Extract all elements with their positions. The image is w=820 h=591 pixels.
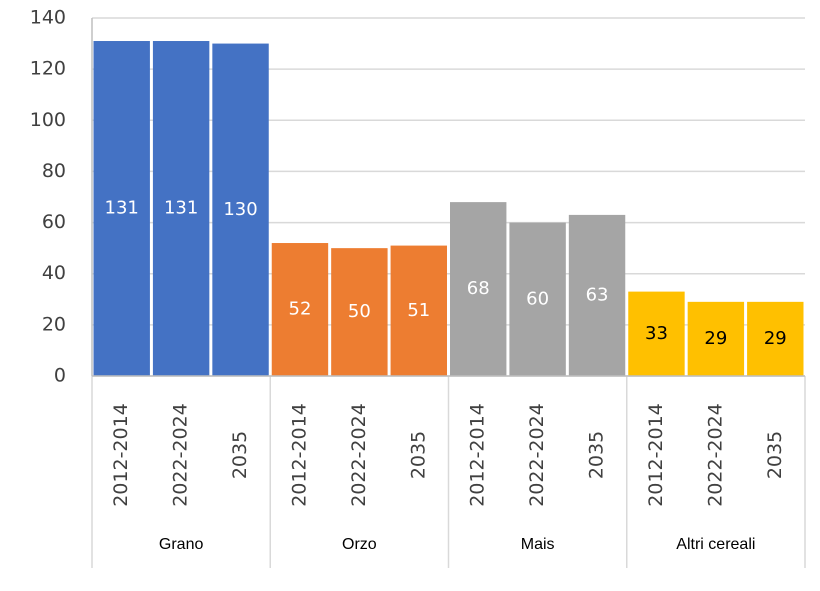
x-tick-label: 2022-2024 [348, 403, 370, 507]
bar [568, 214, 626, 376]
value-label: 52 [289, 299, 312, 320]
value-label: 33 [645, 323, 668, 344]
group-label: Orzo [342, 536, 377, 553]
y-tick-label: 40 [42, 262, 66, 284]
value-label: 50 [348, 301, 371, 322]
y-tick-label: 120 [30, 58, 66, 80]
x-tick-label: 2035 [586, 431, 608, 479]
value-label: 29 [764, 328, 787, 349]
x-tick-label: 2012-2014 [645, 403, 667, 507]
x-tick-label: 2035 [407, 431, 429, 479]
x-tick-label: 2012-2014 [288, 403, 310, 507]
value-label: 63 [586, 284, 609, 305]
y-tick-label: 60 [42, 211, 66, 233]
y-tick-label: 20 [42, 313, 66, 335]
bar [450, 202, 507, 376]
group-label: Altri cereali [676, 536, 755, 553]
bar [152, 41, 210, 377]
y-tick-label: 140 [30, 7, 66, 29]
bar [271, 243, 329, 376]
group-label: Mais [521, 536, 555, 553]
bar [93, 41, 150, 377]
value-label: 68 [467, 278, 490, 299]
x-tick-label: 2012-2014 [467, 403, 489, 507]
bar [628, 291, 685, 376]
y-tick-label: 100 [30, 109, 66, 131]
x-tick-label: 2022-2024 [170, 403, 192, 507]
y-tick-label: 0 [54, 365, 66, 387]
bar [390, 245, 447, 376]
value-label: 51 [407, 300, 430, 321]
y-tick-label: 80 [42, 160, 66, 182]
bar [331, 248, 388, 376]
value-label: 130 [223, 199, 257, 220]
bar [687, 301, 745, 376]
x-tick-label: 2012-2014 [110, 403, 132, 507]
x-tick-label: 2035 [229, 431, 251, 479]
x-tick-label: 2035 [764, 431, 786, 479]
x-tick-label: 2022-2024 [526, 403, 548, 507]
value-label: 131 [105, 198, 139, 219]
bar [212, 43, 269, 376]
group-label: Grano [159, 536, 204, 553]
value-label: 29 [704, 328, 727, 349]
x-tick-label: 2022-2024 [704, 403, 726, 507]
bar [747, 301, 804, 376]
bar [509, 222, 566, 376]
value-label: 60 [526, 288, 549, 309]
value-label: 131 [164, 198, 198, 219]
